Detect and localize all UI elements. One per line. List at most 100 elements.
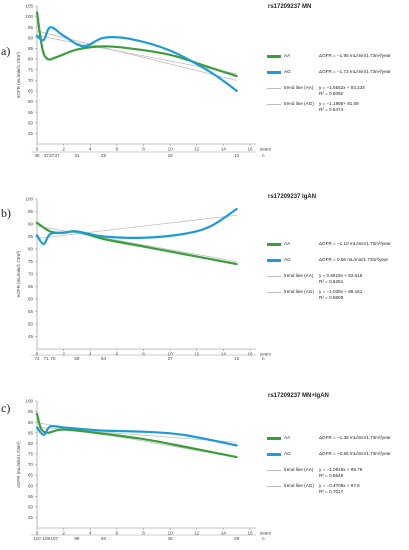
- series-ag: [35, 424, 238, 447]
- legend-label: AA: [284, 241, 291, 246]
- legend-item: AA ΔGFR = −1.95 mL/min/1.73m²/year: [267, 53, 409, 67]
- y-tick-label: 80: [28, 57, 34, 62]
- n-count-label: 93: [101, 536, 107, 541]
- n-count-label: 15: [234, 356, 240, 361]
- legend-r-squared: R² = 0.5474: [319, 107, 344, 112]
- n-count-label: 28: [234, 536, 240, 541]
- y-tick-label: 70: [28, 462, 34, 467]
- x-axis-label: years: [260, 147, 272, 152]
- n-row-label: n: [262, 536, 265, 541]
- y-tick-label: 80: [28, 441, 34, 446]
- y-tick-label: 50: [28, 120, 34, 125]
- legend-value: y = −1.0918x + 89.79: [319, 467, 363, 472]
- legend-value: y = −1.039x + 89.161: [319, 289, 363, 294]
- legend-swatch: [267, 88, 281, 89]
- n-count-label: 71: [44, 356, 50, 361]
- legend-label: AA: [284, 53, 291, 58]
- legend-label: trend line (AG): [284, 289, 314, 294]
- y-tick-label: 100: [25, 197, 33, 202]
- y-axis-label: eGFR (mL/min/1.73m²): [16, 250, 21, 297]
- legend-swatch: [267, 276, 281, 277]
- x-tick-label: 0: [36, 147, 39, 152]
- legend-label: trend line (AG): [284, 101, 314, 106]
- n-row-label: n: [262, 356, 265, 361]
- y-tick-label: 45: [28, 131, 34, 136]
- series-ag: [35, 207, 238, 246]
- y-tick-label: 75: [28, 452, 34, 457]
- x-tick-label: 14: [221, 531, 227, 536]
- y-tick-label: 85: [28, 234, 34, 239]
- x-tick-label: 16: [247, 352, 253, 357]
- n-count-label: 110: [33, 536, 41, 541]
- y-tick-label: 100: [25, 14, 33, 19]
- chart-panel-igan: b) rs17209237 IgAN 45 50 55 60 65 70 75 80 85 90 9…: [0, 185, 409, 363]
- legend-item: trend line (AG) y = −0.4706x + 87.6 R² = 0…: [267, 483, 409, 497]
- legend-label: AA: [284, 435, 291, 440]
- series-aa: [35, 412, 238, 459]
- y-tick-label: 65: [28, 284, 34, 289]
- x-tick-label: 4: [89, 352, 92, 357]
- n-count-label: 64: [101, 356, 107, 361]
- n-count-label: 27: [168, 356, 174, 361]
- legend-label: AG: [284, 69, 291, 74]
- legend-item: AG ΔGFR = −1.72 mL/min/1.73m²/year: [267, 69, 409, 83]
- chart-title: rs17209237 MN: [268, 4, 312, 10]
- series-ag: [35, 26, 238, 93]
- legend-swatch: [267, 55, 281, 58]
- legend-value: y = −1.5552x + 93.234: [319, 85, 365, 90]
- x-tick-label: 2: [62, 147, 65, 152]
- legend-label: trend line (AG): [284, 483, 314, 488]
- x-axis-label: years: [260, 352, 272, 357]
- chart-title: rs17209237 IgAN: [268, 194, 317, 200]
- y-tick-label: 90: [28, 420, 34, 425]
- x-tick-label: 8: [142, 352, 145, 357]
- x-tick-label: 14: [221, 352, 227, 357]
- legend-r-squared: R² = 0.8092: [319, 91, 344, 96]
- legend-item: trend line (AA) y = −1.5552x + 93.234 R² =…: [267, 85, 409, 99]
- y-tick-label: 75: [28, 259, 34, 264]
- x-tick-label: 6: [116, 352, 119, 357]
- legend-item: trend line (AA) y = 0.5918x + 83.618 R² = …: [267, 273, 409, 287]
- n-count-label: 45: [168, 536, 174, 541]
- y-tick-label: 75: [28, 67, 34, 72]
- x-tick-label: 0: [36, 352, 39, 357]
- n-count-label: 13: [234, 153, 240, 158]
- legend-item: trend line (AG) y = −1.1985+ 91.09 R² = 0.…: [267, 101, 409, 115]
- x-tick-label: 4: [89, 147, 92, 152]
- legend-swatch: [267, 486, 281, 487]
- n-count-label: 70: [50, 356, 56, 361]
- x-tick-label: 16: [247, 147, 253, 152]
- legend-label: AG: [284, 451, 291, 456]
- x-tick-label: 0: [36, 531, 39, 536]
- y-tick-label: 80: [28, 247, 34, 252]
- legend-value: ΔGFR = −1.72 mL/min/1.73m²/year: [319, 69, 391, 74]
- n-count-label: 107: [51, 536, 59, 541]
- x-tick-label: 2: [62, 531, 65, 536]
- legend-item: AA ΔGFR = −1.10 mL/min/1.73m²/year: [267, 241, 409, 255]
- y-tick-label: 65: [28, 473, 34, 478]
- legend-r-squared: R² = 0.8649: [319, 473, 344, 478]
- n-count-label: 38: [34, 153, 40, 158]
- legend-r-squared: R² = 0.9809: [319, 295, 344, 300]
- y-tick-label: 60: [28, 483, 34, 488]
- y-tick-label: 60: [28, 99, 34, 104]
- legend-item: AG ΔGFR = 0.66 mL/min/1.73m²/year: [267, 257, 409, 271]
- series-aa: [35, 11, 238, 78]
- y-tick-label: 85: [28, 46, 34, 51]
- y-tick-label: 100: [25, 399, 33, 404]
- chart-title: rs17209237 MN+IgAN: [268, 393, 329, 399]
- x-tick-label: 10: [168, 352, 174, 357]
- y-tick-label: 90: [28, 35, 34, 40]
- x-tick-label: 12: [194, 147, 200, 152]
- y-tick-label: 95: [28, 409, 34, 414]
- x-tick-label: 2: [62, 352, 65, 357]
- x-tick-label: 6: [116, 147, 119, 152]
- n-count-label: 37: [54, 153, 60, 158]
- legend-r-squared: R² = 0.6251: [319, 279, 344, 284]
- x-tick-label: 6: [116, 531, 119, 536]
- y-tick-label: 55: [28, 309, 34, 314]
- n-count-label: 99: [74, 536, 80, 541]
- series-trend-line-ag: [36, 214, 237, 239]
- legend-label: trend line (AA): [284, 467, 314, 472]
